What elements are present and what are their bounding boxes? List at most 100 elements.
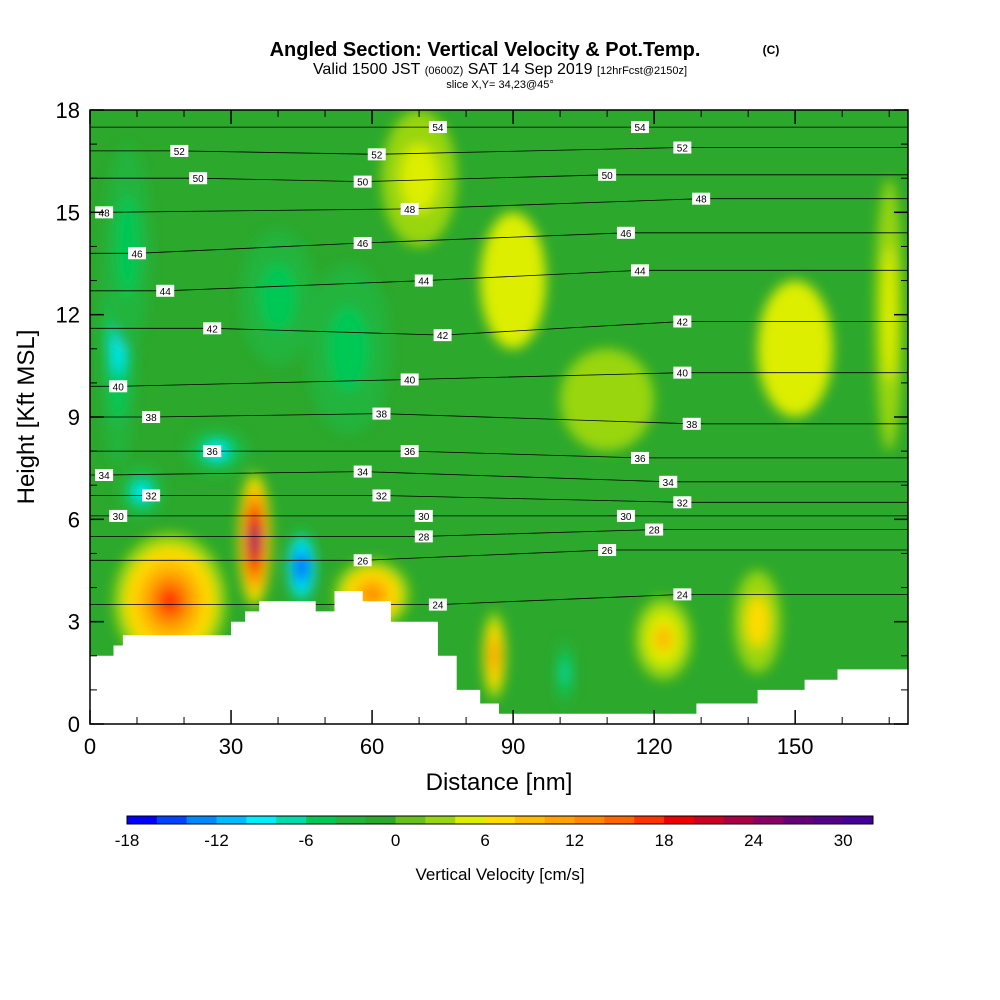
velocity-contour — [298, 560, 305, 574]
isentrope-label-box — [372, 489, 391, 502]
isentrope-label-text: 38 — [376, 410, 388, 421]
velocity-cell — [238, 471, 271, 609]
isentrope-label-box — [598, 168, 617, 181]
y-axis-label: Height [Kft MSL] — [13, 330, 40, 505]
isentrope-label-box — [353, 465, 372, 478]
colorbar-swatch — [604, 816, 635, 824]
colorbar-swatch — [276, 816, 307, 824]
isentrope-label-box — [616, 226, 635, 239]
x-axis-label: Distance [nm] — [426, 769, 573, 796]
y-tick-label: 18 — [56, 98, 80, 123]
colorbar-swatch — [783, 816, 814, 824]
isentrope-label-box — [682, 417, 701, 430]
isentrope-label-box — [616, 509, 635, 522]
x-tick-label: 150 — [777, 734, 814, 759]
isentrope-label-box — [95, 468, 114, 481]
isentrope-label-text: 24 — [432, 601, 444, 612]
colorbar-swatch — [574, 816, 605, 824]
isentrope-26 — [90, 549, 908, 561]
isentrope-label-text: 54 — [634, 123, 646, 134]
isentrope-label-box — [631, 451, 650, 464]
isentrope-label-text: 26 — [602, 546, 614, 557]
isentrope-label-box — [142, 489, 161, 502]
colorbar-swatch — [753, 816, 784, 824]
isentrope-label: 50 — [353, 175, 372, 189]
isentrope-label-text: 32 — [376, 491, 388, 502]
colorbar-swatch — [455, 816, 486, 824]
velocity-cell — [285, 526, 319, 609]
velocity-contour — [560, 348, 655, 452]
isentrope-label-text: 52 — [174, 147, 186, 158]
colorbar-swatch — [127, 816, 158, 824]
isentrope-label: 42 — [203, 322, 222, 335]
isentrope-label-box — [631, 121, 650, 134]
isentrope-label: 44 — [156, 284, 175, 298]
colorbar-swatch — [544, 816, 576, 824]
isentrope-label-box — [598, 544, 617, 557]
velocity-contour — [158, 587, 182, 615]
isentrope-label: 52 — [170, 144, 189, 158]
isentrope-label-box — [673, 315, 692, 328]
valid-date: SAT 14 Sep 2019 — [468, 61, 593, 78]
isentrope-label-text: 38 — [686, 420, 698, 431]
x-tick-label: 90 — [501, 734, 525, 759]
colorbar-swatch — [634, 816, 665, 824]
isentrope-label: 36 — [631, 451, 650, 465]
isentrope-label: 28 — [645, 523, 664, 537]
isentrope-label: 38 — [372, 407, 391, 421]
isentrope-label-box — [428, 121, 447, 134]
colorbar-swatch — [186, 816, 218, 824]
velocity-cell — [306, 263, 391, 435]
colorbar-swatch — [395, 816, 426, 824]
colorbar: -18 -12 -6 0 6 12 18 24 30 — [115, 815, 874, 850]
isentrope-label-text: 36 — [404, 447, 416, 458]
isentrope-label: 42 — [673, 315, 692, 328]
isentrope-label-text: 38 — [146, 413, 158, 424]
isentrope-label-text: 44 — [634, 266, 646, 277]
valid-fcst: [12hrFcst@2150z] — [597, 65, 687, 77]
isentrope-label-box — [631, 264, 650, 277]
colorbar-tick-label: -6 — [298, 831, 313, 850]
isentrope-label-text: 34 — [99, 471, 111, 482]
isentrope-label-text: 36 — [207, 447, 219, 458]
velocity-contour — [362, 585, 382, 603]
isentrope-label-box — [400, 202, 419, 215]
isentrope-label: 32 — [673, 496, 692, 509]
isentrope-label: 30 — [616, 509, 635, 523]
velocity-contour — [400, 144, 438, 213]
isentrope-label: 36 — [203, 445, 222, 458]
isentrope-label-text: 48 — [99, 208, 111, 219]
isentrope-label-text: 24 — [677, 590, 689, 601]
isentrope-label-box — [203, 322, 222, 335]
isentrope-label-box — [170, 144, 189, 157]
isentrope-label: 46 — [616, 226, 635, 240]
isentrope-label-box — [156, 284, 175, 297]
isentrope-label: 30 — [414, 509, 433, 523]
isentrope-label-box — [372, 407, 391, 420]
velocity-cell — [240, 229, 316, 366]
isentrope-label-text: 30 — [418, 512, 430, 523]
isentrope-label: 46 — [128, 247, 147, 260]
valid-time-line: Valid 1500 JST (0600Z) SAT 14 Sep 2019 [… — [313, 61, 687, 78]
x-tick-label: 60 — [360, 734, 384, 759]
isentrope-label-box — [353, 175, 372, 188]
colorbar-swatch — [485, 816, 516, 824]
colorbar-swatch — [306, 816, 337, 824]
isentrope-label: 42 — [433, 329, 452, 342]
velocity-cell — [104, 144, 152, 349]
colorbar-tick-label: 24 — [744, 831, 763, 850]
isentrope-label: 40 — [400, 373, 419, 386]
isentrope-label-box — [414, 530, 433, 543]
isentrope-label: 32 — [142, 489, 161, 502]
isentrope-label-box — [673, 588, 692, 601]
isentrope-label-text: 32 — [677, 498, 689, 509]
velocity-cell — [560, 348, 655, 452]
isentrope-label: 44 — [631, 264, 650, 277]
colorbar-label: Vertical Velocity [cm/s] — [415, 865, 584, 884]
colorbar-swatch — [335, 816, 367, 824]
y-tick-label: 15 — [56, 200, 80, 225]
isentrope-label-text: 34 — [663, 478, 675, 489]
colorbar-swatch — [156, 816, 188, 824]
isentrope-label: 40 — [109, 380, 128, 393]
